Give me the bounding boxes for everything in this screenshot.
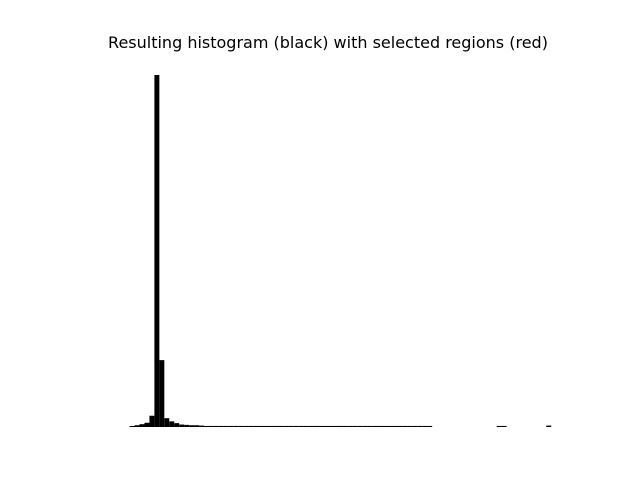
histogram-bar (263, 425, 269, 427)
histogram-bar (278, 425, 284, 427)
histogram-bar (496, 425, 502, 427)
histogram-bar (223, 425, 229, 427)
histogram-bar (412, 425, 418, 427)
histogram-bar (144, 422, 150, 427)
histogram-bars (129, 75, 552, 427)
histogram-bar (258, 425, 264, 427)
histogram-bar (407, 425, 413, 427)
histogram-bar (308, 425, 314, 427)
histogram-bar (238, 425, 244, 427)
histogram-bar (357, 425, 363, 427)
histogram-bar (293, 425, 299, 427)
histogram-bar (332, 425, 338, 427)
histogram-bar (199, 425, 204, 427)
histogram-bar (268, 425, 274, 427)
histogram-bar (164, 418, 170, 427)
histogram-bar (402, 425, 408, 427)
histogram-bar (253, 425, 259, 427)
histogram-bar (154, 75, 160, 427)
histogram-bar (387, 425, 393, 427)
histogram-bar (347, 425, 353, 427)
histogram-bar (422, 425, 428, 427)
histogram-bar (134, 425, 140, 427)
histogram-bar (318, 425, 324, 427)
histogram-bar (159, 360, 165, 427)
chart-title: Resulting histogram (black) with selecte… (108, 33, 548, 52)
histogram-bar (382, 425, 388, 427)
histogram-bar (204, 425, 209, 427)
histogram-bar (283, 425, 289, 427)
histogram-bar (184, 424, 190, 427)
histogram-bar (397, 425, 403, 427)
histogram-bar (243, 425, 249, 427)
histogram-bar (328, 425, 333, 427)
histogram-bar (218, 425, 224, 427)
histogram-bar (372, 425, 378, 427)
histogram-bar (323, 425, 328, 427)
histogram-bar (313, 425, 319, 427)
histogram-bar (149, 415, 155, 427)
histogram-bar (392, 425, 398, 427)
histogram-bar (337, 425, 343, 427)
histogram-bar (139, 424, 145, 427)
histogram-bar (233, 425, 239, 427)
histogram-bar (546, 425, 552, 427)
histogram-bar (303, 425, 309, 427)
histogram-bar (501, 425, 507, 427)
histogram-bar (179, 424, 185, 427)
histogram-bar (298, 425, 304, 427)
histogram-bar (189, 425, 195, 427)
histogram-bar (362, 425, 368, 427)
histogram-bar (273, 425, 279, 427)
histogram-bar (288, 425, 294, 427)
histogram-bar (367, 425, 373, 427)
histogram-bar (169, 421, 175, 427)
histogram-bar (174, 423, 180, 427)
histogram-bar (377, 425, 383, 427)
histogram-bar (427, 425, 433, 427)
histogram-bar (417, 425, 423, 427)
histogram-bar (194, 425, 200, 427)
histogram-bar (248, 425, 254, 427)
histogram-bar (129, 426, 135, 427)
histogram-bar (208, 425, 214, 427)
histogram-bar (228, 425, 234, 427)
histogram-bar (213, 425, 219, 427)
histogram-bar (342, 425, 348, 427)
histogram-bar (352, 425, 358, 427)
